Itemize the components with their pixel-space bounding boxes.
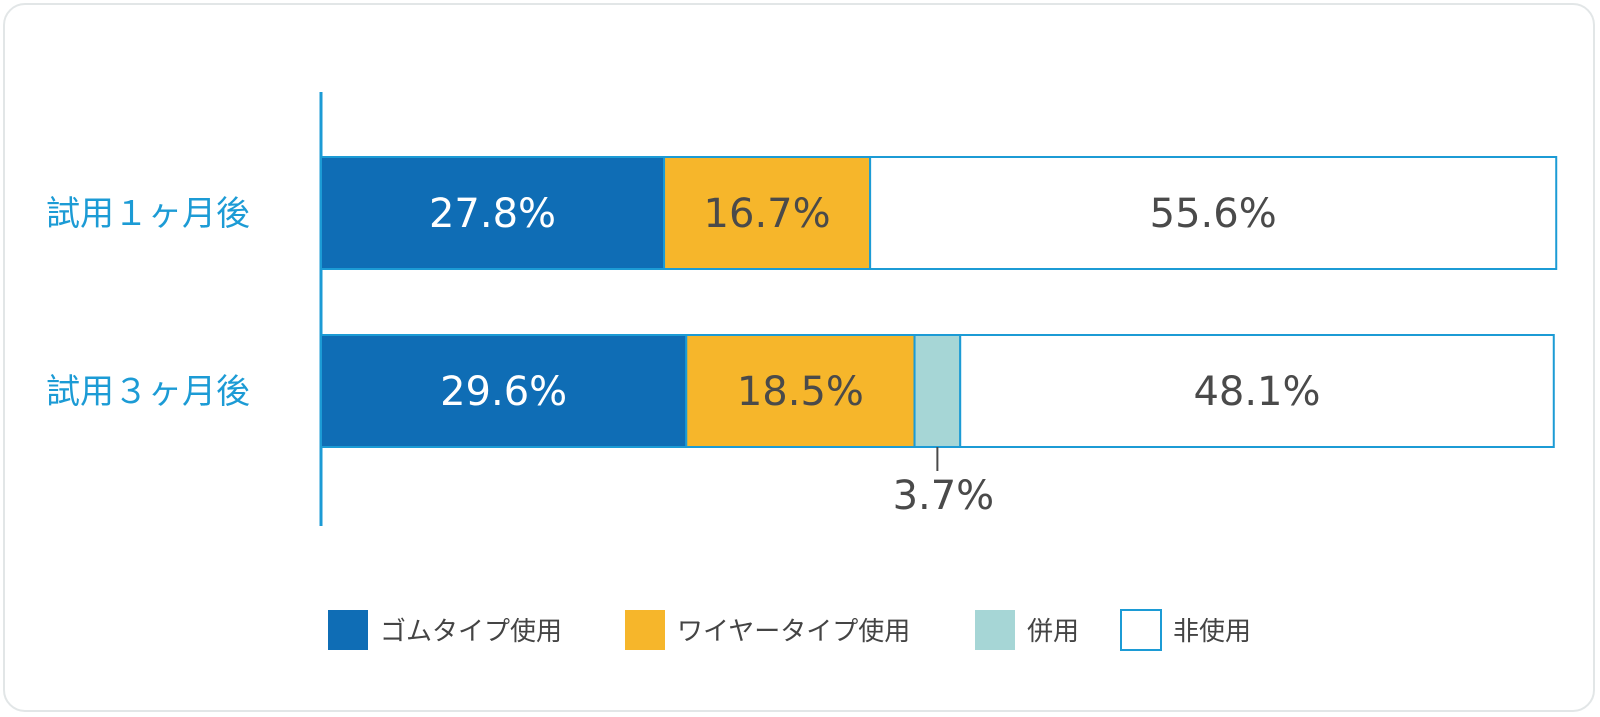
legend-label: ワイヤータイプ使用 [677, 617, 910, 647]
legend-swatch-wire [625, 610, 665, 650]
data-label: 18.5% [737, 369, 864, 415]
category-label: 試用１ヶ月後 [46, 194, 250, 234]
data-label: 29.6% [440, 369, 567, 415]
data-label: 27.8% [429, 191, 556, 237]
bar-segment-rubber [320, 156, 666, 270]
category-label: 試用３ヶ月後 [46, 372, 250, 412]
bar-segment-none [869, 156, 1558, 270]
legend-label: 非使用 [1173, 617, 1251, 647]
legend: ゴムタイプ使用 ワイヤータイプ使用 併用 非使用 [328, 609, 1251, 651]
legend-label: ゴムタイプ使用 [380, 617, 562, 647]
data-label: 16.7% [704, 191, 831, 237]
legend-label: 併用 [1027, 617, 1079, 647]
bar-segment-wire [663, 156, 872, 270]
bar-segment-both [913, 334, 962, 448]
data-label: 48.1% [1193, 369, 1320, 415]
data-label: 3.7% [893, 473, 995, 519]
bar-segment-none [959, 334, 1555, 448]
bars-group: 試用１ヶ月後 27.8% 16.7% 55.6% 試用３ヶ月後 29.6% 18.5% 3.7… [46, 156, 1558, 519]
legend-swatch-rubber [328, 610, 368, 650]
legend-swatch-both [975, 610, 1015, 650]
data-label: 55.6% [1150, 191, 1277, 237]
legend-swatch-none [1120, 609, 1162, 651]
bar-segment-wire [685, 334, 916, 448]
